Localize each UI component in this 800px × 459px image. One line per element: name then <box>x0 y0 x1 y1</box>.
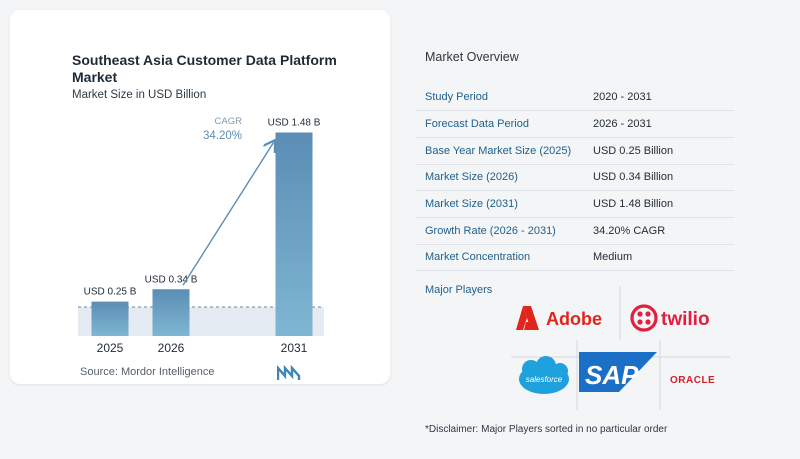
row-key: Growth Rate (2026 - 2031) <box>415 217 585 245</box>
table-row: Study Period 2020 - 2031 <box>415 84 734 112</box>
salesforce-wordmark: salesforce <box>526 375 563 384</box>
bar-2031 <box>275 132 313 336</box>
major-players-logos: Adobe twilio salesforce SAP ORACLE <box>511 286 730 410</box>
overview-title: Market Overview <box>425 50 519 64</box>
row-key: Base Year Market Size (2025) <box>415 137 585 165</box>
table-row: Base Year Market Size (2025) USD 0.25 Bil… <box>415 137 734 165</box>
row-value: 2020 - 2031 <box>585 84 734 112</box>
row-value: USD 0.34 Billion <box>585 164 734 192</box>
market-overview-panel: Market Overview Study Period 2020 - 2031 … <box>415 0 800 459</box>
twilio-wordmark: twilio <box>661 309 710 330</box>
overview-table: Study Period 2020 - 2031 Forecast Data Pe… <box>415 84 734 272</box>
twilio-logo: twilio <box>630 304 710 332</box>
chart-title: Southeast Asia Customer Data Platform Ma… <box>72 52 337 85</box>
major-players-label: Major Players <box>425 284 493 296</box>
row-key: Market Size (2026) <box>415 164 585 192</box>
table-row: Market Size (2031) USD 1.48 Billion <box>415 190 734 218</box>
salesforce-logo: salesforce <box>519 356 569 394</box>
value-label: USD 0.34 B <box>145 274 198 285</box>
bar-2026 <box>152 289 190 336</box>
row-key: Market Concentration <box>415 244 585 272</box>
row-key: Market Size (2031) <box>415 190 585 218</box>
value-label: USD 0.25 B <box>84 287 137 298</box>
row-key: Forecast Data Period <box>415 110 585 138</box>
row-value: Medium <box>585 244 734 272</box>
source-note: Source: Mordor Intelligence <box>80 366 215 378</box>
oracle-logo: ORACLE <box>670 375 715 386</box>
adobe-icon <box>523 306 539 330</box>
row-value: 34.20% CAGR <box>585 217 734 245</box>
row-value: 2026 - 2031 <box>585 110 734 138</box>
row-key: Study Period <box>415 84 585 112</box>
table-row: Market Size (2026) USD 0.34 Billion <box>415 164 734 192</box>
adobe-logo: Adobe <box>516 306 602 330</box>
cagr-arrow <box>182 143 274 286</box>
table-row: Growth Rate (2026 - 2031) 34.20% CAGR <box>415 217 734 245</box>
sap-logo: SAP <box>579 352 657 392</box>
bar-2025 <box>91 301 129 336</box>
cagr-label: CAGR <box>215 116 243 127</box>
sap-wordmark: SAP <box>585 360 639 390</box>
sap-icon <box>579 352 657 392</box>
row-value: USD 1.48 Billion <box>585 190 734 218</box>
cagr-value: 34.20% <box>203 130 242 142</box>
disclaimer: *Disclaimer: Major Players sorted in no … <box>425 424 668 435</box>
adobe-wordmark: Adobe <box>546 309 602 329</box>
x-tick-label: 2031 <box>281 341 308 355</box>
bar-chart: USD 0.25 B 2025 USD 0.34 B 2026 USD 1.48 B 20… <box>78 116 324 355</box>
row-value: USD 0.25 Billion <box>585 137 734 165</box>
table-row: Market Concentration Medium <box>415 244 734 272</box>
x-tick-label: 2026 <box>158 341 185 355</box>
chart-subtitle: Market Size in USD Billion <box>72 89 207 101</box>
table-row: Forecast Data Period 2026 - 2031 <box>415 110 734 138</box>
value-label: USD 1.48 B <box>268 118 321 129</box>
twilio-icon <box>630 304 658 332</box>
x-tick-label: 2025 <box>97 341 124 355</box>
mordor-logo-icon <box>277 365 301 380</box>
